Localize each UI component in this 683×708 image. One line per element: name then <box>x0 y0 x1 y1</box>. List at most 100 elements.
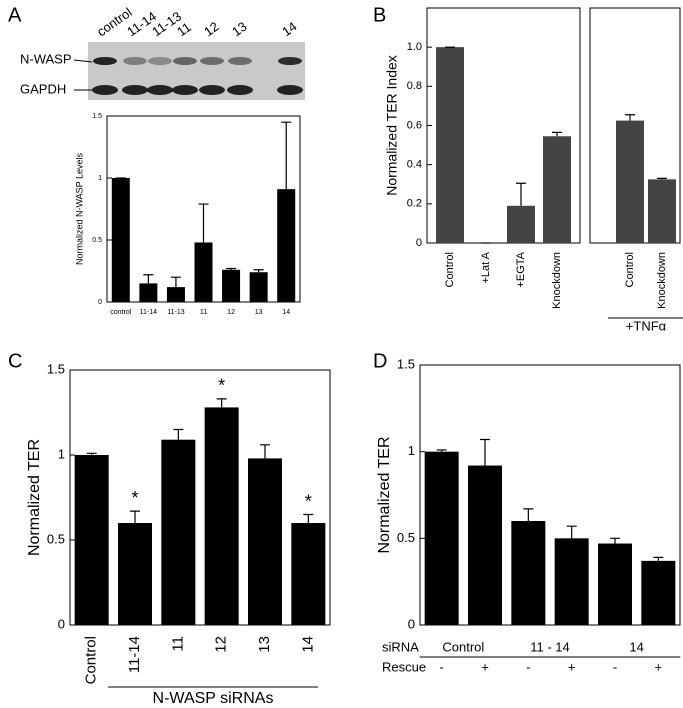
y-tick-label: 1 <box>98 175 102 182</box>
error-bar <box>516 182 526 206</box>
bar <box>648 179 676 243</box>
x-tick-label: 11-13 <box>167 309 184 316</box>
x-tick-label: 14 <box>282 309 290 316</box>
blot-band <box>172 85 198 95</box>
significance-marker: * <box>131 488 138 508</box>
bar <box>166 287 185 302</box>
error-bar <box>216 398 227 408</box>
blot-band <box>199 85 225 95</box>
panel-label: B <box>373 4 386 26</box>
blot-band <box>122 85 148 95</box>
x-tick-label: 11-14 <box>126 636 143 673</box>
group-label: +TNFα <box>626 318 667 333</box>
y-tick-label: 0.5 <box>47 531 65 546</box>
x-tick-label: Control <box>624 252 636 287</box>
plot-frame <box>419 364 681 626</box>
y-tick-label: 1.5 <box>92 113 102 120</box>
error-bar <box>552 131 562 137</box>
x-tick-label: - <box>613 659 617 674</box>
bar <box>248 458 282 625</box>
blot-band <box>123 57 147 65</box>
blot-lane-label: 13 <box>229 19 249 40</box>
blot-band <box>147 85 173 95</box>
significance-marker: * <box>305 491 312 511</box>
x-tick-label: + <box>568 659 576 674</box>
error-bar <box>226 267 237 270</box>
error-bar <box>198 203 209 243</box>
row-label: siRNA <box>382 639 419 654</box>
x-tick-label: 14 <box>299 636 316 653</box>
blot-row-label: N-WASP <box>20 51 72 66</box>
y-tick-label: 1.5 <box>397 356 415 371</box>
error-bar <box>657 177 667 180</box>
panel-label: A <box>8 4 22 26</box>
blot-row-label: GAPDH <box>20 81 66 96</box>
y-tick-label: 0 <box>416 237 422 249</box>
blot-band <box>92 85 118 95</box>
error-bar <box>143 274 154 284</box>
bar <box>511 521 546 625</box>
group-label: 14 <box>629 639 643 654</box>
y-tick-label: 0.5 <box>92 237 102 244</box>
group-label: Control <box>442 639 484 654</box>
error-bar <box>523 508 534 521</box>
y-tick-label: 0.6 <box>407 119 422 131</box>
y-tick-label: 1.0 <box>407 41 422 53</box>
error-bar <box>281 121 292 190</box>
blot-band <box>227 85 253 95</box>
bar <box>641 560 676 625</box>
x-tick-label: Control <box>83 636 100 684</box>
error-bar <box>625 114 635 121</box>
blot-band <box>173 57 197 65</box>
x-tick-label: control <box>110 309 131 316</box>
bar <box>507 205 535 243</box>
error-bar <box>173 428 184 440</box>
x-tick-label: +Lat A <box>480 251 492 283</box>
error-bar <box>260 444 270 459</box>
bar <box>222 269 241 302</box>
x-tick-label: + <box>481 659 489 674</box>
significance-marker: * <box>218 376 225 396</box>
blot-band <box>200 57 224 65</box>
x-axis-label: N-WASP siRNAs <box>153 690 274 707</box>
blot-band <box>228 57 252 65</box>
panel-label: C <box>8 350 22 372</box>
error-bar <box>480 438 490 466</box>
bar <box>249 272 268 302</box>
bar <box>194 242 213 302</box>
error-bar <box>566 525 577 539</box>
bar <box>436 47 464 243</box>
x-tick-label: Control <box>444 252 456 287</box>
y-tick-label: 0 <box>98 299 102 306</box>
x-tick-label: Knockdown <box>656 252 668 309</box>
bar <box>139 283 158 302</box>
bar <box>598 543 632 625</box>
panel-label: D <box>373 350 387 372</box>
bar <box>111 178 130 302</box>
y-tick-label: 1 <box>58 446 65 461</box>
bar <box>204 407 239 625</box>
error-bar <box>86 452 97 455</box>
row-label: Rescue <box>382 659 426 674</box>
y-tick-label: 0.4 <box>407 159 422 171</box>
bar <box>277 189 296 302</box>
error-bar <box>130 510 140 523</box>
x-tick-label: + <box>655 659 663 674</box>
bar <box>543 136 571 243</box>
x-tick-label: 12 <box>227 309 235 316</box>
bar <box>291 523 326 625</box>
x-tick-label: Knockdown <box>551 252 563 309</box>
blot-band <box>148 57 172 65</box>
bar <box>74 455 109 625</box>
blot-lane-label: 14 <box>279 19 299 40</box>
x-tick-label: 11-14 <box>140 309 157 316</box>
x-tick-label: - <box>439 659 443 674</box>
error-bar <box>303 513 314 523</box>
blot-band <box>278 57 302 65</box>
y-tick-label: 0.5 <box>397 530 415 545</box>
x-tick-label: +EGTA <box>515 251 527 287</box>
y-axis-label: Normalized TER <box>26 439 43 556</box>
y-tick-label: 0.2 <box>407 198 422 210</box>
bar <box>424 451 459 625</box>
error-bar <box>436 449 447 452</box>
